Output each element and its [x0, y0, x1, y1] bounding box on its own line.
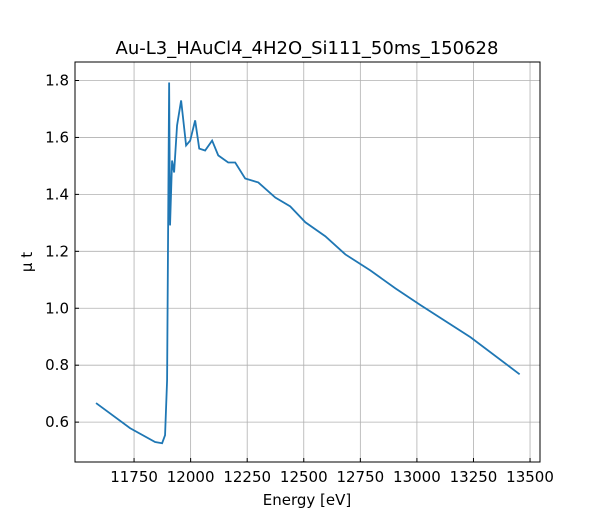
y-tick-label: 1.6	[45, 128, 69, 146]
x-tick-label: 12500	[280, 468, 328, 486]
x-tick-label: 12250	[223, 468, 271, 486]
y-tick-label: 1.4	[45, 185, 69, 203]
y-axis-label: μ t	[18, 252, 36, 272]
y-tick-label: 0.8	[45, 356, 69, 374]
y-tick-label: 1.8	[45, 72, 69, 90]
chart-title: Au-L3_HAuCl4_4H2O_Si111_50ms_150628	[116, 38, 499, 59]
x-tick-label: 12750	[336, 468, 384, 486]
x-tick-label: 11750	[110, 468, 158, 486]
x-tick-label: 13000	[393, 468, 441, 486]
data-line	[95, 82, 521, 445]
x-axis-label: Energy [eV]	[263, 491, 351, 509]
y-tick-label: 0.6	[45, 413, 69, 431]
x-tick-label: 13500	[506, 468, 554, 486]
plot-frame	[74, 61, 541, 463]
y-tick-label: 1.2	[45, 242, 69, 260]
x-tick-label: 13250	[450, 468, 498, 486]
x-tick-label: 12000	[167, 468, 215, 486]
y-tick-label: 1.0	[45, 299, 69, 317]
